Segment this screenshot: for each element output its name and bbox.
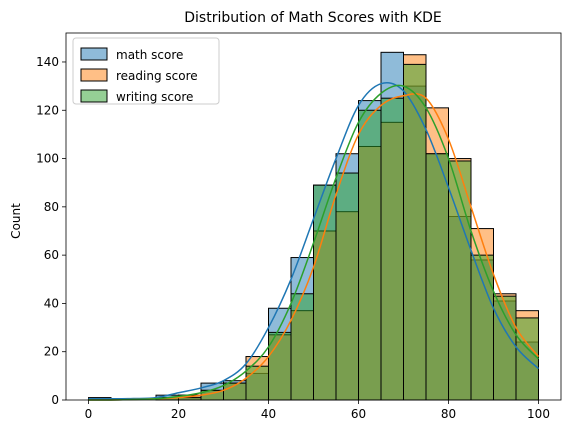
y-tick-label: 40 bbox=[44, 296, 59, 310]
legend-label: writing score bbox=[116, 90, 193, 104]
chart-title: Distribution of Math Scores with KDE bbox=[184, 10, 441, 26]
x-tick-label: 20 bbox=[171, 407, 186, 421]
y-axis-title: Count bbox=[9, 203, 23, 239]
x-tick-label: 60 bbox=[351, 407, 366, 421]
y-tick-label: 20 bbox=[44, 345, 59, 359]
bar bbox=[290, 293, 314, 401]
y-tick-label: 140 bbox=[36, 55, 59, 69]
legend-label: math score bbox=[116, 48, 183, 62]
x-tick-label: 80 bbox=[441, 407, 456, 421]
bar bbox=[403, 63, 427, 401]
bar bbox=[470, 254, 494, 401]
bar bbox=[493, 295, 517, 401]
x-tick-label: 100 bbox=[527, 407, 550, 421]
y-tick-label: 80 bbox=[44, 200, 59, 214]
x-tick-label: 0 bbox=[85, 407, 93, 421]
legend-swatch bbox=[80, 89, 108, 103]
bar bbox=[245, 365, 269, 401]
x-tick-label: 40 bbox=[261, 407, 276, 421]
y-tick-label: 120 bbox=[36, 103, 59, 117]
legend-swatch bbox=[80, 47, 108, 61]
bar bbox=[358, 109, 382, 401]
bar bbox=[313, 184, 337, 401]
bar bbox=[335, 172, 359, 401]
kde-line-writing-score bbox=[88, 84, 540, 401]
y-tick-label: 100 bbox=[36, 152, 59, 166]
bar bbox=[425, 153, 449, 401]
kde-line-math-score bbox=[88, 81, 540, 400]
y-tick-label: 0 bbox=[51, 393, 59, 407]
legend-swatch bbox=[80, 68, 108, 82]
axes-layer: 0 20 40 60 80 100 0 20 40 60 80 100 120 140 bbox=[36, 32, 562, 421]
legend: math score reading score writing score bbox=[72, 37, 220, 105]
y-tick-label: 60 bbox=[44, 248, 59, 262]
legend-box bbox=[72, 37, 220, 105]
kde-layer bbox=[88, 81, 540, 401]
bar bbox=[380, 97, 404, 401]
legend-label: reading score bbox=[116, 69, 198, 83]
plot-frame bbox=[65, 32, 562, 401]
